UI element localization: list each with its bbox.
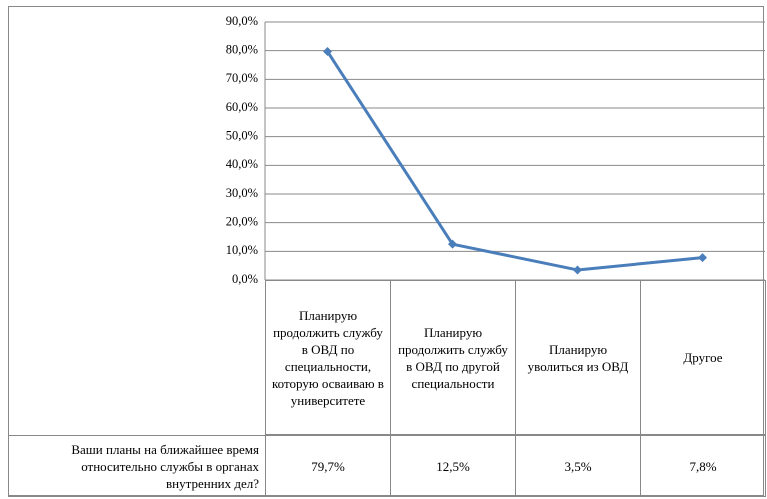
y-tick-label: 50,0% xyxy=(226,129,258,143)
value-cell: 7,8% xyxy=(640,435,766,497)
y-tick-label: 20,0% xyxy=(226,215,258,229)
y-tick-label: 80,0% xyxy=(226,43,258,57)
marker xyxy=(448,239,457,249)
marker xyxy=(573,265,582,275)
category-cell: Планирую продолжить службу в ОВД по друг… xyxy=(390,280,516,435)
y-tick-label: 60,0% xyxy=(226,100,258,114)
value-cell: 12,5% xyxy=(390,435,516,497)
y-tick-label: 30,0% xyxy=(226,186,258,200)
series-name: Ваши планы на ближайшее время относитель… xyxy=(8,435,266,497)
series-line xyxy=(326,50,703,272)
category-cell: Планирую уволиться из ОВД xyxy=(515,280,641,435)
value-cell: 3,5% xyxy=(515,435,641,497)
value-cell: 79,7% xyxy=(265,435,391,497)
marker xyxy=(698,253,707,263)
marker xyxy=(323,47,332,57)
y-tick-label: 10,0% xyxy=(226,243,258,257)
y-tick-label: 70,0% xyxy=(226,71,258,85)
y-tick-label: 90,0% xyxy=(226,14,258,28)
y-tick-label: 0,0% xyxy=(232,272,258,286)
category-cell: Другое xyxy=(640,280,766,435)
category-cell: Планирую продолжить службу в ОВД по спец… xyxy=(265,280,391,435)
y-tick-label: 40,0% xyxy=(226,157,258,171)
